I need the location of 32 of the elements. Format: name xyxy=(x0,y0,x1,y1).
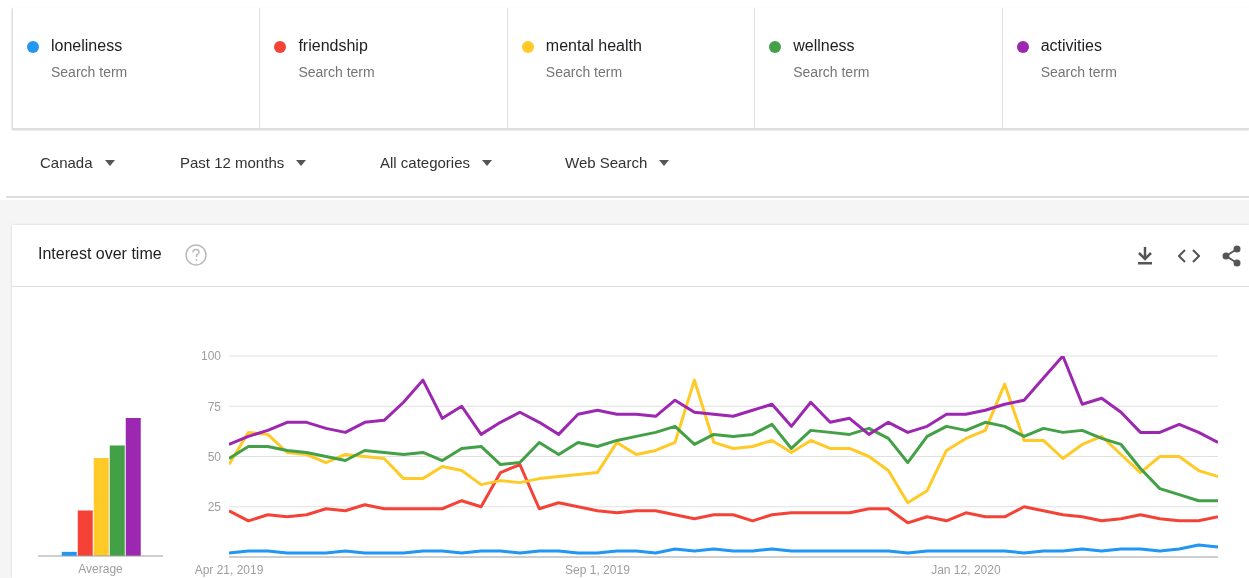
y-tick-label: 100 xyxy=(200,349,222,364)
legend-label: mental health xyxy=(545,37,642,55)
text: Web Search xyxy=(565,154,648,171)
line-series xyxy=(229,378,1218,505)
x-tick-label: Sep 1, 2019 xyxy=(565,562,631,577)
legend-label: wellness xyxy=(793,37,855,55)
text: Search term xyxy=(793,64,870,80)
x-tick-label: Average xyxy=(78,561,124,576)
bar xyxy=(109,445,125,556)
y-tick-label: 75 xyxy=(207,399,222,414)
bar xyxy=(93,458,109,556)
text: Interest over time xyxy=(38,245,162,263)
bar xyxy=(125,418,141,556)
line-series xyxy=(229,420,1218,503)
text: Search term xyxy=(298,64,375,80)
legend-label: loneliness xyxy=(51,37,123,55)
text: Search term xyxy=(545,64,623,80)
text: Canada xyxy=(40,154,93,171)
x-tick-label: Jan 12, 2020 xyxy=(931,562,1001,577)
y-tick-label: 50 xyxy=(207,449,222,464)
bar xyxy=(77,510,93,556)
text: Search term xyxy=(1040,64,1117,80)
line-series xyxy=(229,463,1218,525)
line-series xyxy=(229,356,1218,446)
x-tick-label: Apr 21, 2019 xyxy=(194,562,264,577)
text: Past 12 months xyxy=(180,154,285,171)
text: All categories xyxy=(380,154,471,171)
legend-label: activities xyxy=(1040,37,1102,55)
y-tick-label: 25 xyxy=(207,500,222,515)
text: Search term xyxy=(51,64,128,80)
legend-label: friendship xyxy=(298,37,368,55)
line-series xyxy=(229,543,1218,555)
